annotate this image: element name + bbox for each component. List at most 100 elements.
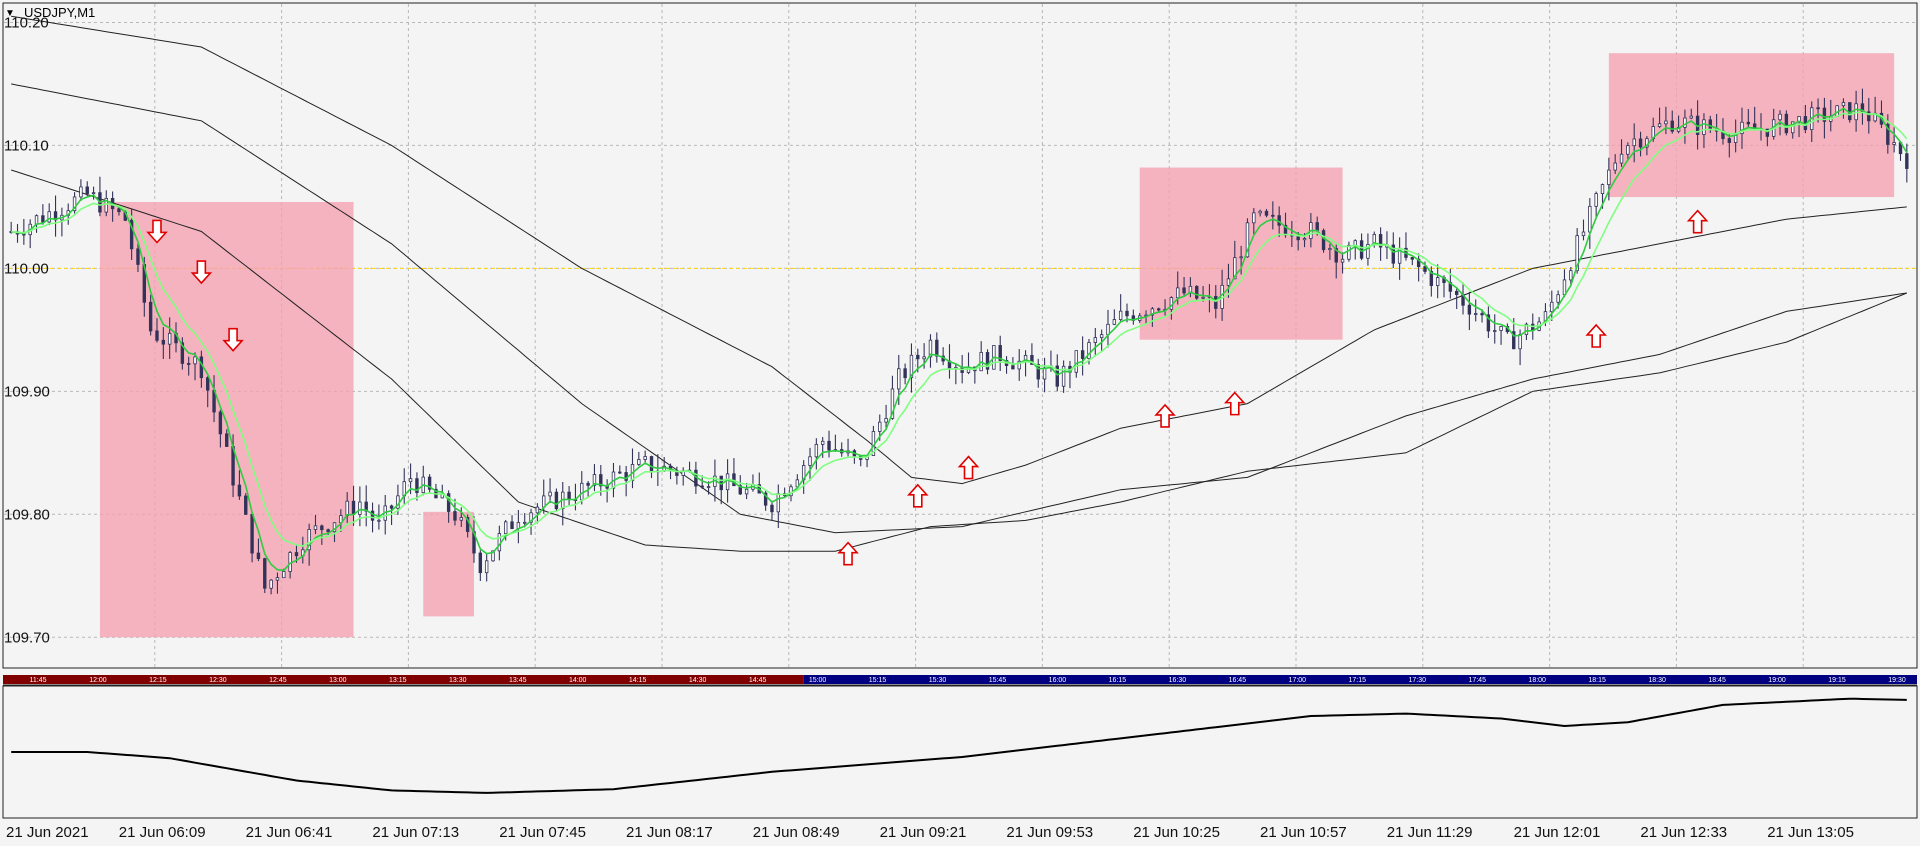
time-tick-label: 21 Jun 08:17 (626, 824, 713, 841)
session-time-label: 19:30 (1888, 677, 1906, 684)
signal-arrows (146, 209, 1709, 566)
candle-body (415, 478, 419, 493)
candle-body (1099, 334, 1104, 339)
candle-body (1378, 234, 1383, 248)
candle-body (1600, 184, 1605, 194)
time-tick-label: 21 Jun 12:01 (1514, 824, 1601, 841)
candle-body (1683, 117, 1687, 128)
candle-body (1226, 278, 1231, 286)
candle-body (1315, 222, 1319, 231)
candle-body (1391, 244, 1395, 264)
candle-body (1556, 294, 1560, 303)
down-arrow-icon (190, 260, 213, 285)
session-time-label: 15:00 (809, 677, 827, 684)
candle-body (529, 512, 533, 523)
session-time-label: 13:30 (449, 677, 467, 684)
time-tick-label: 21 Jun 06:41 (246, 824, 333, 841)
candle-body (1423, 266, 1427, 272)
symbol-timeframe-label: USDJPY,M1 (24, 5, 95, 20)
time-tick-label: 21 Jun 13:05 (1767, 824, 1854, 841)
candle-body (294, 552, 299, 557)
candle-body (1340, 258, 1345, 263)
candle-body (1239, 256, 1243, 259)
candle-body (700, 485, 704, 488)
candle-body (1410, 257, 1415, 260)
candle-body (1036, 364, 1040, 380)
candle-body (263, 558, 267, 589)
candle-body (1550, 301, 1554, 313)
candle-body (320, 525, 324, 531)
candle-body (218, 411, 223, 435)
candle-body (922, 356, 926, 360)
candle-body (1467, 304, 1472, 315)
candle-body (313, 525, 318, 530)
menu-arrow-icon[interactable]: ▼ (5, 8, 15, 19)
candle-body (41, 215, 45, 223)
candle-body (1017, 360, 1021, 370)
candle-body (1493, 330, 1497, 332)
candle-body (928, 339, 933, 358)
candle-body (1784, 113, 1789, 134)
candle-body (1562, 279, 1567, 296)
candle-body (1778, 113, 1782, 121)
candle-body (1626, 145, 1630, 155)
candle-body (117, 208, 121, 213)
candle-body (1252, 212, 1256, 224)
trend-ma-line (11, 83, 1907, 534)
candle-body (1214, 296, 1218, 309)
candle-body (1657, 123, 1662, 127)
candle-body (1569, 270, 1573, 281)
price-tick-label: 109.80 (4, 506, 50, 523)
candle-body (985, 352, 990, 370)
candle-body (1264, 210, 1269, 216)
trend-ma-line (11, 169, 1907, 552)
candle-body (1619, 153, 1624, 164)
time-tick-label: 21 Jun 2021 (6, 824, 89, 841)
candle-body (548, 491, 552, 497)
candle-body (916, 354, 920, 360)
down-arrow-icon (222, 327, 244, 352)
candle-body (491, 550, 495, 562)
candle-body (1822, 107, 1827, 122)
time-tick-label: 21 Jun 08:49 (753, 824, 840, 841)
session-time-label: 18:30 (1648, 677, 1666, 684)
candle-body (1321, 230, 1326, 251)
candle-body (1575, 235, 1579, 272)
candle-body (554, 491, 559, 510)
session-time-label: 16:30 (1169, 677, 1187, 684)
candle-body (282, 571, 286, 579)
candle-body (1080, 350, 1085, 359)
up-arrow-icon (957, 455, 980, 480)
candle-body (91, 192, 96, 195)
session-time-label: 15:30 (929, 677, 947, 684)
candle-body (523, 521, 527, 524)
highlight-zone (1608, 53, 1895, 198)
candle-body (1182, 287, 1186, 294)
session-time-label: 13:00 (329, 677, 347, 684)
price-tick-label: 110.20 (4, 14, 49, 31)
candle-body (1689, 115, 1693, 119)
candle-body (1480, 313, 1484, 316)
session-time-label: 14:30 (689, 677, 707, 684)
time-tick-label: 21 Jun 10:57 (1260, 824, 1347, 841)
candle-body (884, 418, 888, 423)
candle-body (1150, 308, 1155, 316)
session-time-label: 15:15 (869, 677, 887, 684)
candle-body (725, 473, 730, 491)
candle-body (1727, 138, 1732, 143)
candle-body (1867, 111, 1871, 122)
price-tick-label: 110.10 (4, 137, 49, 154)
candle-body (193, 356, 197, 365)
symbol-title[interactable]: ▼ USDJPY,M1 (5, 5, 95, 20)
candle-body (1201, 296, 1205, 299)
trend-ma-line (11, 15, 1907, 485)
candle-body (256, 552, 261, 560)
candle-body (1791, 121, 1795, 134)
candle-body (808, 456, 812, 466)
candle-body (1011, 365, 1015, 370)
candle-body (1118, 310, 1123, 320)
up-arrow-icon (837, 541, 859, 566)
candle-body (1765, 128, 1770, 137)
